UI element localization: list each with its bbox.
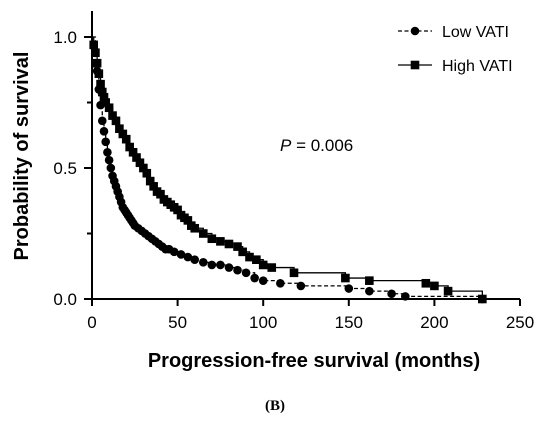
high-vati-point: [252, 255, 261, 264]
high-vati-point: [421, 278, 431, 288]
low-vati-point: [233, 265, 242, 275]
low-vati-point: [101, 137, 110, 147]
high-vati-point: [135, 158, 145, 168]
high-vati-point: [111, 116, 121, 126]
high-vati-point: [224, 239, 234, 249]
low-vati-point: [276, 278, 285, 288]
y-axis-label: Probability of survival: [11, 52, 33, 261]
low-vati-point: [104, 155, 114, 165]
high-vati-point: [267, 263, 277, 272]
p-symbol: P: [280, 136, 292, 155]
high-vati-point: [289, 268, 299, 278]
legend-item-low-vati: Low VATI: [398, 24, 509, 41]
high-vati-point: [89, 40, 99, 50]
survival-chart: 0 50 100 150 200 250 0.0 0.5 1.0 Progression-free…: [11, 11, 534, 372]
high-vati-point: [258, 260, 268, 270]
high-vati-point: [91, 48, 100, 58]
high-vati-point: [145, 176, 155, 186]
x-tick-label: 250: [506, 313, 534, 332]
low-vati-point: [250, 273, 259, 283]
high-vati-series: [89, 36, 487, 304]
low-vati-point: [207, 260, 217, 270]
high-vati-point: [115, 124, 124, 133]
high-vati-point: [156, 189, 165, 199]
high-vati-point: [173, 205, 182, 215]
legend-marker: [410, 26, 420, 36]
low-vati-point: [183, 252, 193, 262]
p-value-text: = 0.006: [291, 136, 353, 155]
low-vati-point: [97, 116, 107, 126]
low-vati-point: [344, 284, 354, 293]
x-tick-label: 50: [168, 313, 187, 332]
high-vati-point: [132, 153, 141, 162]
low-vati-point: [169, 247, 179, 257]
high-vati-point: [198, 229, 208, 238]
panel-label: (B): [265, 398, 285, 414]
low-vati-point: [387, 289, 396, 299]
x-tick-label: 100: [249, 313, 277, 332]
high-vati-point: [233, 242, 242, 251]
y-tick-label: 0.5: [53, 159, 77, 178]
x-tick-label: 150: [335, 313, 363, 332]
low-vati-point: [296, 281, 306, 291]
high-vati-point: [139, 163, 148, 173]
high-vati-point: [207, 234, 217, 244]
high-vati-point: [94, 69, 104, 78]
high-vati-point: [97, 87, 107, 97]
low-vati-point: [258, 276, 268, 285]
low-vati-line: [92, 36, 483, 299]
high-vati-point: [118, 129, 128, 139]
low-vati-point: [106, 163, 116, 173]
x-tick-label: 0: [87, 313, 96, 332]
low-vati-point: [190, 255, 200, 264]
low-vati-point: [103, 147, 112, 157]
high-vati-point: [443, 286, 453, 296]
high-vati-line: [92, 36, 483, 299]
high-vati-point: [128, 147, 138, 157]
low-vati-point: [176, 250, 186, 259]
high-vati-point: [101, 98, 110, 107]
low-vati-point: [365, 286, 374, 296]
high-vati-point: [365, 276, 374, 285]
legend-label: Low VATI: [442, 24, 509, 41]
high-vati-point: [245, 252, 254, 262]
x-axis-label: Progression-free survival (months): [148, 350, 480, 372]
high-vati-point: [121, 134, 131, 144]
high-vati-point: [341, 273, 350, 283]
high-vati-point: [149, 182, 158, 191]
low-vati-point: [99, 127, 109, 136]
legend-marker: [410, 60, 420, 70]
high-vati-point: [216, 237, 225, 246]
low-vati-point: [241, 268, 251, 278]
high-vati-point: [190, 223, 200, 233]
low-vati-point: [400, 292, 410, 301]
high-vati-point: [183, 216, 193, 225]
high-vati-point: [125, 142, 134, 152]
low-vati-point: [216, 260, 225, 270]
high-vati-point: [430, 281, 439, 291]
high-vati-point: [142, 168, 152, 178]
high-vati-point: [108, 111, 117, 120]
p-value-annotation: P = 0.006: [280, 136, 353, 155]
y-tick-label: 0.0: [53, 290, 77, 309]
high-vati-point: [478, 294, 487, 304]
low-vati-point: [198, 258, 208, 267]
high-vati-point: [238, 247, 247, 257]
legend-label: High VATI: [442, 58, 513, 75]
high-vati-point: [92, 58, 102, 68]
high-vati-point: [104, 103, 114, 113]
y-tick-label: 1.0: [53, 28, 77, 47]
high-vati-point: [96, 79, 105, 89]
high-vati-point: [99, 92, 109, 102]
x-tick-label: 200: [420, 313, 448, 332]
legend-item-high-vati: High VATI: [398, 58, 513, 75]
low-vati-point: [224, 263, 234, 272]
